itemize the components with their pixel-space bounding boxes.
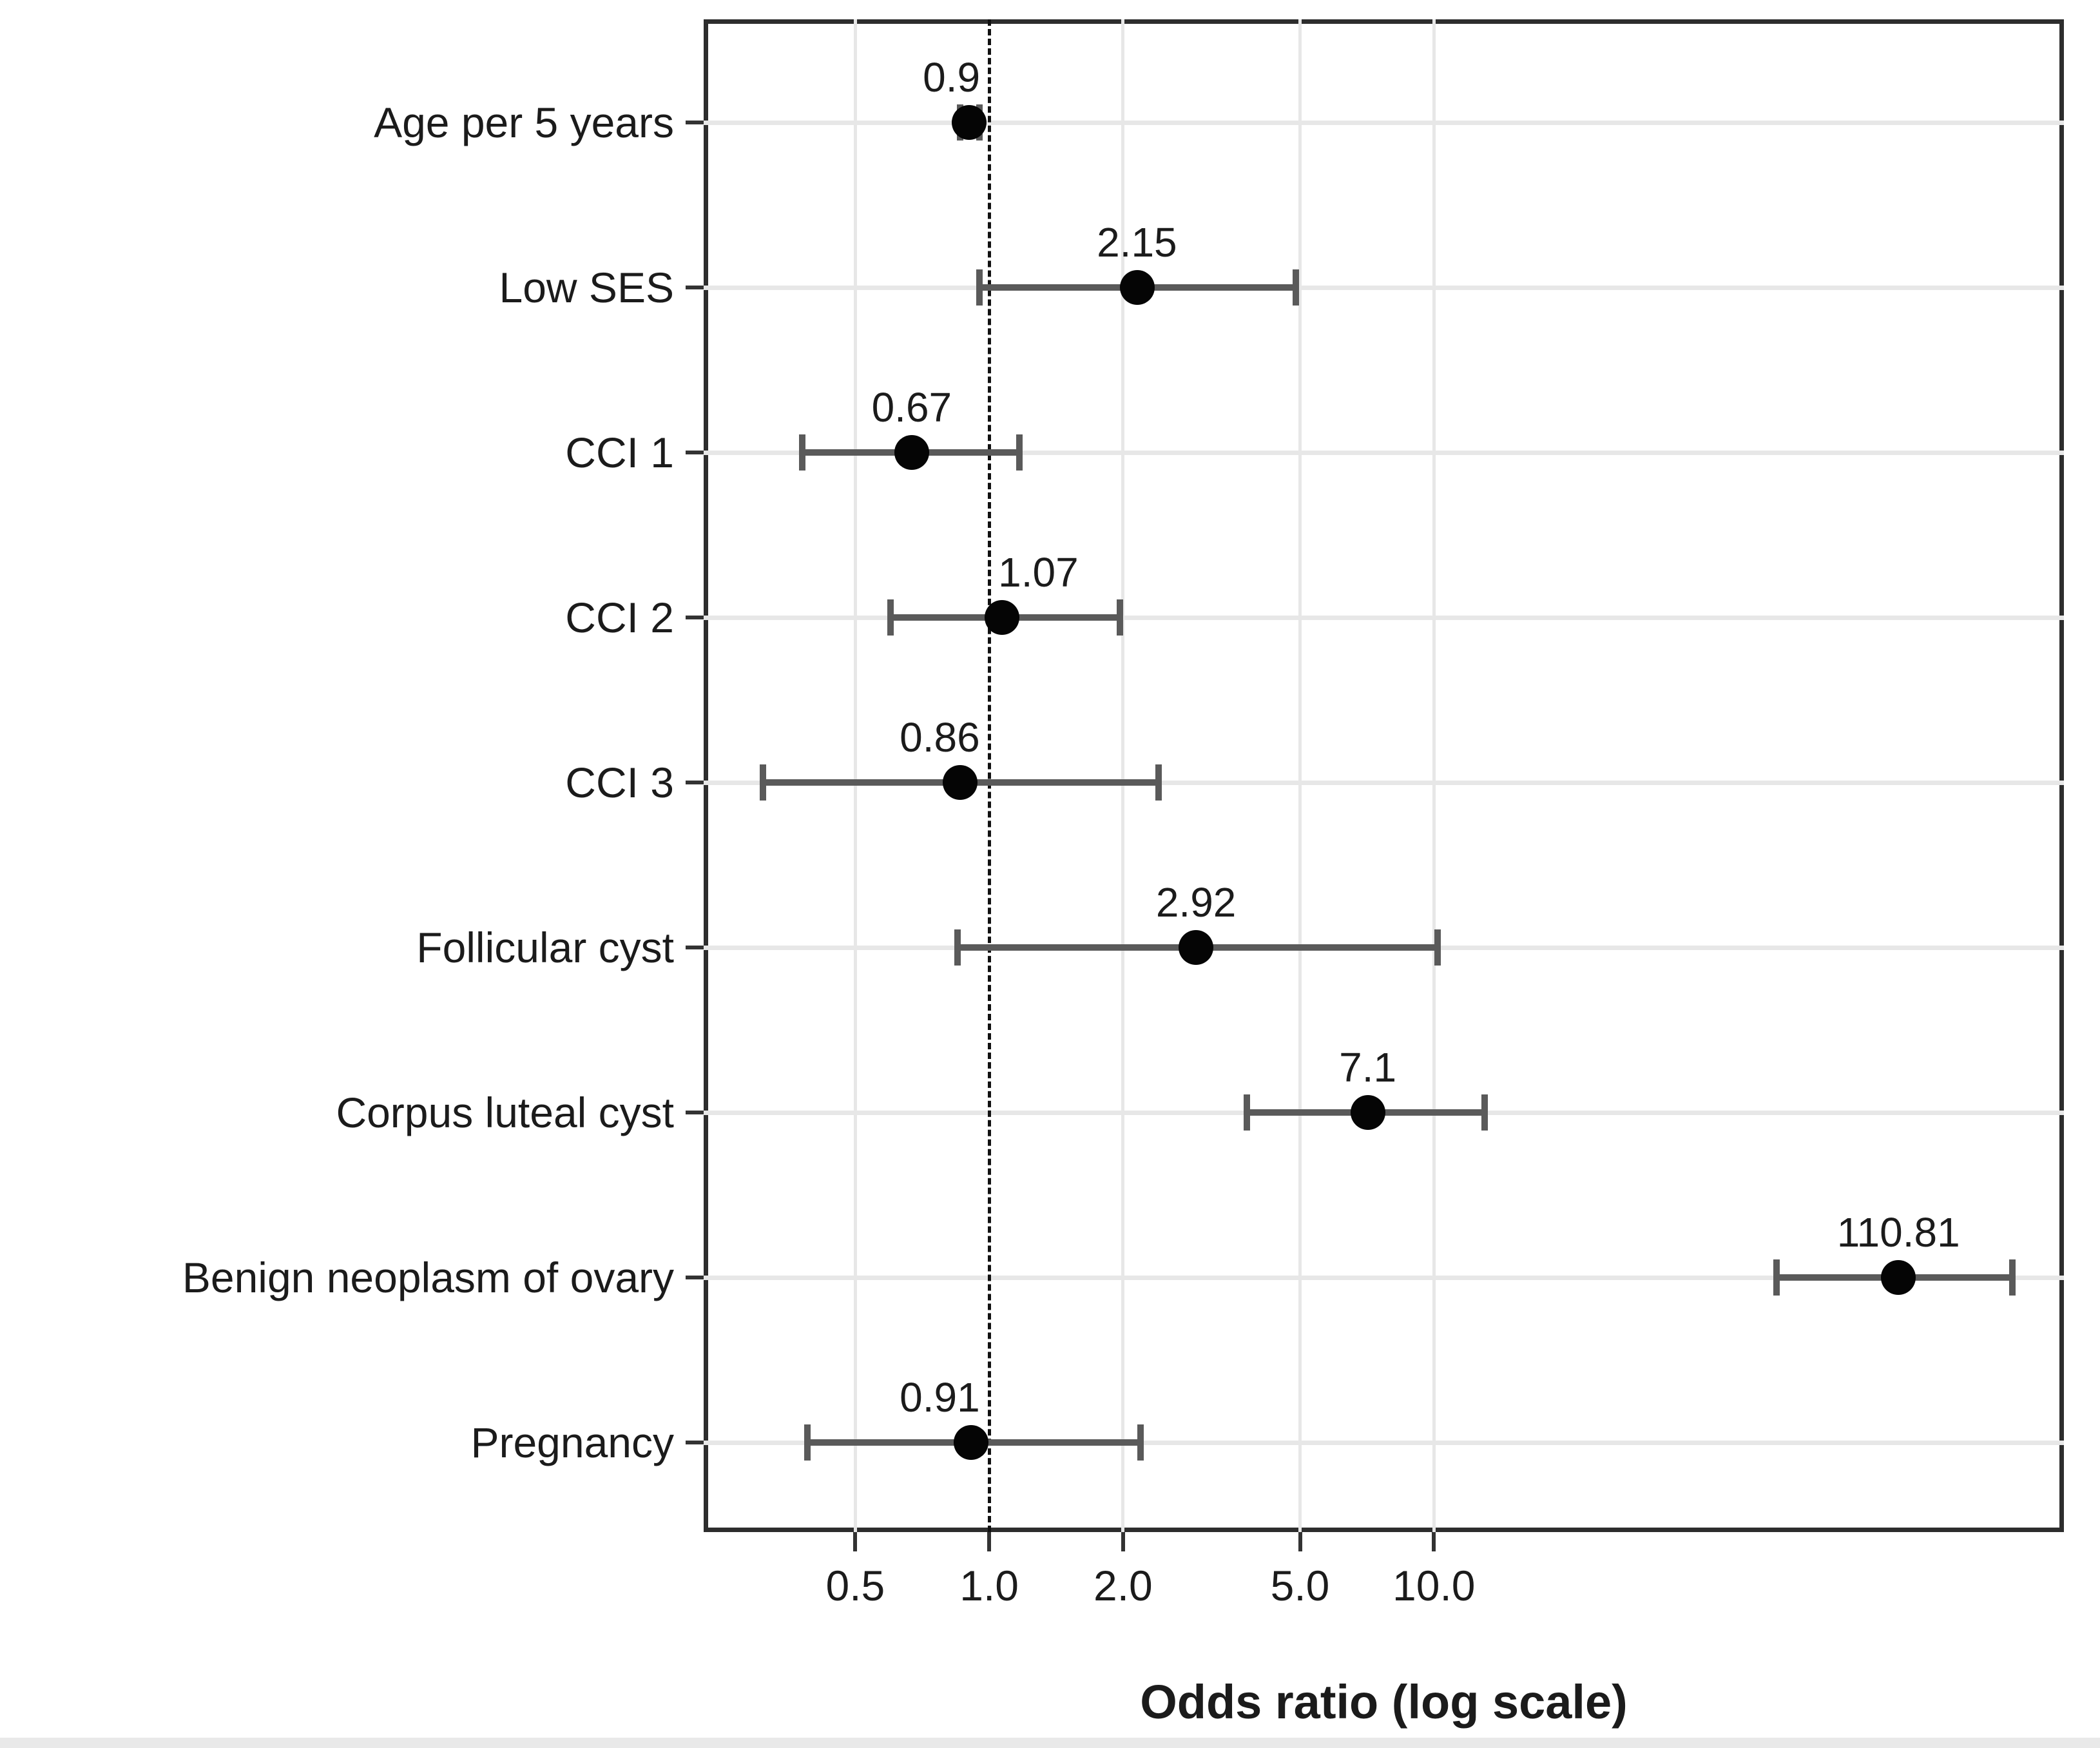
odds-ratio-point: [1119, 270, 1155, 305]
ci-cap-high: [1155, 764, 1162, 801]
x-tick-label: 2.0: [1093, 1562, 1153, 1609]
x-axis-tick: [1298, 1532, 1302, 1551]
vertical-gridline: [1298, 19, 1302, 1532]
y-axis-tick: [686, 946, 704, 949]
vertical-gridline: [853, 19, 857, 1532]
x-axis-title: Odds ratio (log scale): [1140, 1675, 1628, 1729]
category-label: Follicular cyst: [416, 924, 674, 971]
x-tick-label: 0.5: [825, 1562, 885, 1609]
reference-line: [987, 19, 991, 1532]
x-tick-label: 1.0: [959, 1562, 1019, 1609]
horizontal-gridline: [704, 1275, 2064, 1280]
ci-cap-low: [799, 434, 806, 471]
ci-cap-low: [954, 929, 961, 966]
odds-ratio-point: [894, 435, 930, 470]
odds-ratio-point: [942, 765, 978, 800]
ci-cap-high: [1016, 434, 1023, 471]
ci-cap-low: [976, 269, 983, 306]
y-axis-tick: [686, 1111, 704, 1114]
category-label: CCI 2: [565, 594, 674, 641]
category-label: Pregnancy: [470, 1419, 674, 1466]
horizontal-gridline: [704, 450, 2064, 455]
ci-cap-high: [1117, 599, 1124, 636]
ci-cap-low: [804, 1424, 811, 1461]
value-label: 0.67: [871, 384, 952, 431]
category-label: Corpus luteal cyst: [336, 1089, 674, 1136]
bottom-strip: [0, 1738, 2100, 1748]
value-label: 110.81: [1836, 1209, 1960, 1256]
odds-ratio-point: [985, 600, 1020, 635]
value-label: 0.86: [900, 714, 980, 761]
ci-cap-low: [760, 764, 767, 801]
plot-panel: [704, 19, 2064, 1532]
x-axis-tick: [987, 1532, 992, 1551]
vertical-gridline: [1432, 19, 1436, 1532]
horizontal-gridline: [704, 615, 2064, 620]
x-axis-tick: [853, 1532, 858, 1551]
y-axis-tick: [686, 121, 704, 124]
x-tick-label: 10.0: [1392, 1562, 1476, 1609]
x-axis-tick: [1121, 1532, 1125, 1551]
ci-cap-high: [1434, 929, 1441, 966]
ci-cap-high: [2009, 1259, 2016, 1296]
y-axis-tick: [686, 451, 704, 454]
y-axis-tick: [686, 286, 704, 289]
horizontal-gridline: [704, 1440, 2064, 1445]
y-axis-tick: [686, 781, 704, 784]
odds-ratio-point: [1179, 930, 1214, 965]
horizontal-gridline: [704, 285, 2064, 290]
value-label: 1.07: [998, 549, 1079, 596]
ci-cap-high: [1293, 269, 1300, 306]
x-tick-label: 5.0: [1270, 1562, 1330, 1609]
horizontal-gridline: [704, 780, 2064, 785]
y-axis-tick: [686, 1276, 704, 1279]
x-axis-tick: [1432, 1532, 1436, 1551]
ci-cap-low: [1773, 1259, 1780, 1296]
odds-ratio-point: [1350, 1095, 1385, 1130]
vertical-gridline: [1121, 19, 1125, 1532]
odds-ratio-point: [953, 1425, 988, 1460]
ci-cap-low: [1244, 1094, 1251, 1131]
odds-ratio-point: [951, 105, 987, 140]
value-label: 2.15: [1097, 219, 1177, 266]
odds-ratio-point: [1881, 1260, 1916, 1295]
ci-cap-high: [1137, 1424, 1144, 1461]
category-label: Benign neoplasm of ovary: [182, 1254, 674, 1301]
value-label: 2.92: [1155, 879, 1237, 926]
value-label: 0.91: [900, 1374, 980, 1421]
horizontal-gridline: [704, 120, 2064, 125]
y-axis-tick: [686, 1441, 704, 1444]
category-label: Low SES: [499, 264, 674, 311]
ci-cap-high: [1481, 1094, 1488, 1131]
category-label: CCI 3: [565, 759, 674, 806]
ci-cap-low: [887, 599, 894, 636]
category-label: CCI 1: [565, 429, 674, 476]
category-label: Age per 5 years: [374, 99, 674, 146]
value-label: 0.9: [923, 54, 981, 101]
value-label: 7.1: [1339, 1044, 1397, 1091]
y-axis-tick: [686, 616, 704, 619]
